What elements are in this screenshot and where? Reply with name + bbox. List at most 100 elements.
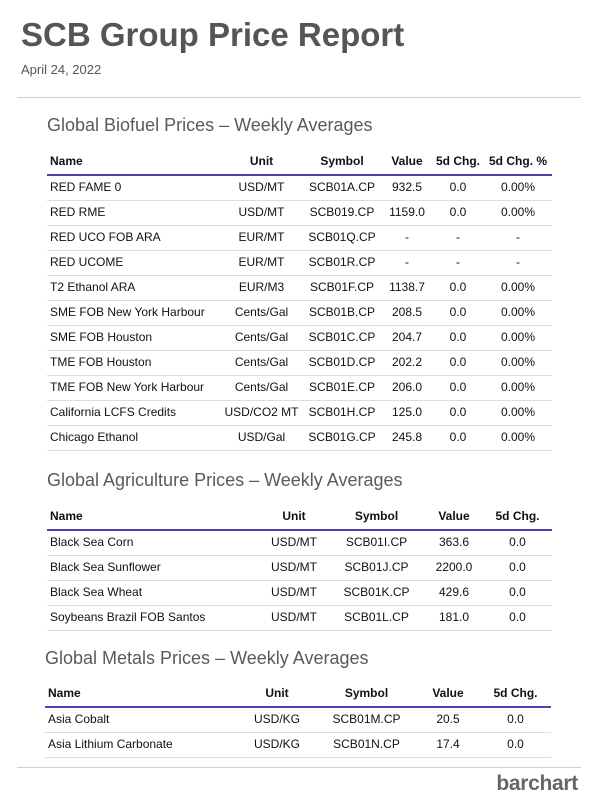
table-cell: SCB01Q.CP [308, 230, 376, 244]
table-row: Soybeans Brazil FOB Santos USD/MT SCB01L.C… [47, 605, 552, 631]
table-row: RED RME USD/MT SCB019.CP 1159.0 0.0 0.00% [47, 200, 552, 226]
table-cell: 202.2 [391, 355, 423, 369]
table-cell: - [456, 230, 460, 244]
table-cell: 0.00% [500, 280, 536, 294]
biofuel-table-header: Name Unit Symbol Value 5d Chg. 5d Chg. % [47, 149, 552, 176]
table-cell: USD/Gal [237, 430, 286, 444]
table-cell: Asia Lithium Carbonate [48, 737, 173, 751]
table-cell: 0.0 [449, 430, 467, 444]
table-cell: 0.00% [500, 355, 536, 369]
table-cell: SCB01A.CP [308, 180, 376, 194]
column-header: Unit [265, 686, 289, 700]
table-cell: 1138.7 [389, 280, 425, 294]
table-row: SME FOB New York Harbour Cents/Gal SCB01B.… [47, 300, 552, 326]
table-cell: EUR/M3 [238, 280, 285, 294]
table-cell: California LCFS Credits [50, 405, 177, 419]
table-cell: 125.0 [391, 405, 423, 419]
table-row: Asia Lithium Carbonate USD/KG SCB01N.CP 17.… [45, 732, 551, 758]
column-header: Unit [249, 154, 274, 168]
table-cell: EUR/MT [238, 255, 285, 269]
table-cell: SCB01C.CP [308, 330, 376, 344]
table-cell: SCB01F.CP [309, 280, 375, 294]
table-cell: 0.0 [449, 355, 467, 369]
biofuel-section-title: Global Biofuel Prices – Weekly Averages [47, 115, 373, 135]
table-cell: Cents/Gal [234, 305, 289, 319]
table-cell: 932.5 [391, 180, 423, 194]
table-row: Black Sea Wheat USD/MT SCB01K.CP 429.6 0.0 [47, 580, 552, 606]
table-cell: Chicago Ethanol [50, 430, 139, 444]
table-cell: 245.8 [391, 430, 423, 444]
column-header: 5d Chg. [493, 686, 538, 700]
table-cell: TME FOB New York Harbour [50, 380, 205, 394]
table-cell: USD/MT [238, 205, 285, 219]
table-cell: - [516, 230, 520, 244]
table-cell: 0.00% [500, 180, 536, 194]
table-cell: 0.00% [500, 380, 536, 394]
table-cell: - [405, 230, 409, 244]
table-cell: Cents/Gal [234, 380, 289, 394]
table-cell: USD/MT [271, 535, 317, 549]
table-cell: 0.0 [509, 610, 526, 624]
column-header: Value [391, 154, 423, 168]
table-cell: 0.0 [449, 305, 467, 319]
table-cell: USD/MT [271, 610, 317, 624]
table-row: RED UCO FOB ARA EUR/MT SCB01Q.CP - - - [47, 225, 552, 251]
header-divider [17, 97, 581, 98]
table-cell: RED RME [50, 205, 106, 219]
table-cell: 20.5 [436, 712, 460, 726]
table-cell: EUR/MT [238, 230, 285, 244]
table-cell: 0.0 [449, 280, 467, 294]
table-cell: SCB01J.CP [344, 560, 409, 574]
table-row: T2 Ethanol ARA EUR/M3 SCB01F.CP 1138.7 0.0 0.… [47, 275, 552, 301]
table-cell: SCB01G.CP [308, 430, 376, 444]
table-cell: USD/MT [271, 585, 317, 599]
table-cell: 2200.0 [435, 560, 473, 574]
metals-section-title: Global Metals Prices – Weekly Averages [45, 648, 369, 668]
table-cell: SCB01N.CP [333, 737, 400, 751]
table-cell: 0.0 [509, 535, 526, 549]
agriculture-section-title: Global Agriculture Prices – Weekly Avera… [47, 470, 403, 490]
column-header: 5d Chg. % [488, 154, 547, 168]
column-header: Name [50, 509, 83, 523]
table-cell: USD/KG [253, 737, 300, 751]
table-cell: 204.7 [391, 330, 423, 344]
table-row: Asia Cobalt USD/KG SCB01M.CP 20.5 0.0 [45, 707, 551, 733]
table-cell: 0.0 [449, 180, 467, 194]
report-date: April 24, 2022 [21, 62, 102, 77]
table-cell: 0.0 [449, 380, 467, 394]
table-cell: 363.6 [438, 535, 470, 549]
biofuel-section: Global Biofuel Prices – Weekly Averages … [47, 115, 552, 451]
table-cell: SCB01H.CP [308, 405, 376, 419]
table-cell: 1159.0 [389, 205, 425, 219]
table-cell: SCB01L.CP [344, 610, 409, 624]
table-cell: SCB01D.CP [308, 355, 376, 369]
table-row: Black Sea Corn USD/MT SCB01I.CP 363.6 0.0 [47, 530, 552, 556]
table-cell: 0.0 [449, 330, 467, 344]
table-cell: 0.0 [509, 585, 526, 599]
table-cell: SCB01B.CP [308, 305, 376, 319]
table-cell: 0.0 [449, 405, 467, 419]
table-row: RED UCOME EUR/MT SCB01R.CP - - - [47, 250, 552, 276]
table-cell: - [405, 255, 409, 269]
column-header: Unit [282, 509, 306, 523]
table-cell: TME FOB Houston [50, 355, 152, 369]
column-header: 5d Chg. [436, 154, 480, 168]
table-cell: RED FAME 0 [50, 180, 122, 194]
column-header: Value [438, 509, 470, 523]
table-cell: 0.00% [500, 330, 536, 344]
table-cell: USD/MT [238, 180, 285, 194]
table-cell: SCB01R.CP [308, 255, 376, 269]
table-cell: 0.00% [500, 205, 536, 219]
table-row: Black Sea Sunflower USD/MT SCB01J.CP 2200.0… [47, 555, 552, 581]
table-cell: T2 Ethanol ARA [50, 280, 136, 294]
table-cell: SCB01M.CP [332, 712, 401, 726]
column-header: 5d Chg. [495, 509, 540, 523]
report-title: SCB Group Price Report [21, 16, 405, 53]
table-cell: SCB01E.CP [308, 380, 376, 394]
table-cell: SCB01K.CP [343, 585, 410, 599]
table-row: RED FAME 0 USD/MT SCB01A.CP 932.5 0.0 0.00% [47, 175, 552, 201]
column-header: Name [48, 686, 81, 700]
table-cell: SME FOB Houston [50, 330, 153, 344]
table-row: Chicago Ethanol USD/Gal SCB01G.CP 245.8 0.0 0… [47, 425, 552, 451]
table-row: California LCFS Credits USD/CO2 MT SCB01H.… [47, 400, 552, 426]
